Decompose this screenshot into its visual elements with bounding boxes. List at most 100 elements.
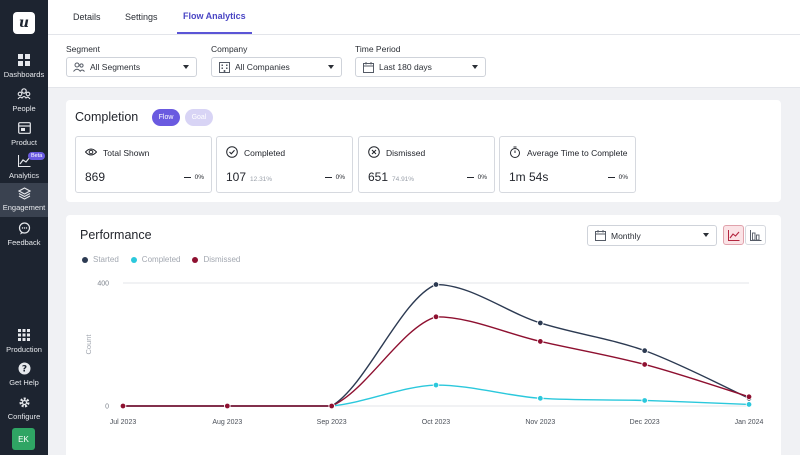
stat-value: 1m 54s: [509, 170, 548, 184]
performance-chart: 0 400 Count Jul 2023 Aug 2023 Sep 2023 Oct 202…: [84, 281, 764, 427]
x-tick-label: Nov 2023: [525, 419, 555, 426]
bar-chart-icon: [749, 229, 761, 241]
product-icon: [17, 121, 31, 135]
interval-select[interactable]: Monthly: [587, 225, 717, 246]
stat-title: Average Time to Complete: [527, 148, 628, 158]
company-select[interactable]: All Companies: [211, 57, 342, 77]
time-period-label: Time Period: [355, 44, 401, 54]
segment-label: Segment: [66, 44, 101, 54]
svg-text:?: ?: [21, 364, 26, 374]
chevron-down-icon: [703, 233, 709, 237]
stat-title: Dismissed: [386, 148, 426, 158]
sidebar-item-configure[interactable]: Configure: [0, 392, 48, 426]
data-point-completed: [745, 401, 753, 408]
tab-settings[interactable]: Settings: [125, 12, 158, 22]
segment-select[interactable]: All Segments: [66, 57, 197, 77]
chevron-down-icon: [472, 65, 478, 69]
stat-change: 0%: [324, 174, 345, 181]
data-point-started: [432, 281, 440, 288]
company-value: All Companies: [235, 62, 290, 72]
stat-number: 651: [368, 170, 389, 184]
tab-divider: [48, 34, 800, 35]
check-circle-icon: [226, 146, 238, 158]
layers-icon: [17, 186, 31, 200]
sidebar-item-product[interactable]: Product: [0, 118, 48, 152]
stat-title: Completed: [244, 148, 286, 158]
sidebar-item-get-help[interactable]: ? Get Help: [0, 358, 48, 392]
sidebar-item-people[interactable]: People: [0, 84, 48, 118]
chat-icon: [17, 221, 31, 235]
time-period-value: Last 180 days: [379, 62, 432, 72]
sidebar-item-analytics[interactable]: Beta Analytics: [0, 151, 48, 185]
completion-card: Completion Flow Goal Total Shown 869 0% …: [66, 100, 781, 202]
completion-title: Completion: [75, 110, 139, 124]
stat-number: 1m 54s: [509, 170, 549, 184]
sidebar-item-label: Dashboards: [3, 70, 45, 79]
app-logo[interactable]: u: [13, 12, 35, 34]
sidebar-item-engagement[interactable]: Engagement: [0, 183, 48, 217]
stat-average-time: Average Time to Complete 1m 54s 0%: [499, 136, 636, 193]
data-point-dismissed: [328, 402, 335, 410]
line-chart-toggle[interactable]: [723, 225, 744, 245]
legend-item-dismissed[interactable]: Dismissed: [192, 255, 240, 264]
x-tick-label: Oct 2023: [422, 419, 451, 426]
x-tick-label: Jul 2023: [110, 419, 137, 426]
analytics-icon: [17, 154, 31, 168]
tab-flow-analytics[interactable]: Flow Analytics: [177, 0, 252, 34]
chart-legend: Started Completed Dismissed: [82, 255, 252, 264]
sidebar-item-label: Production: [6, 345, 42, 354]
performance-title: Performance: [80, 228, 152, 242]
stat-value: 869: [85, 170, 105, 184]
data-point-started: [537, 319, 544, 327]
sidebar-item-production[interactable]: Production: [0, 325, 48, 359]
beta-badge: Beta: [28, 152, 46, 160]
legend-item-started[interactable]: Started: [82, 255, 119, 264]
stat-change: 0%: [466, 174, 487, 181]
sidebar-item-label: Engagement: [2, 203, 46, 212]
sidebar-item-label: Configure: [7, 412, 41, 421]
grid-icon: [17, 53, 31, 67]
goal-toggle[interactable]: Goal: [185, 109, 213, 126]
x-circle-icon: [368, 146, 380, 158]
performance-card: Performance Monthly Started Completed Di…: [66, 215, 781, 455]
data-point-dismissed: [224, 402, 231, 410]
data-point-started: [641, 347, 648, 354]
x-tick-label: Sep 2023: [317, 419, 347, 426]
data-point-completed: [537, 395, 544, 402]
header: Details Settings Flow Analytics Segment …: [48, 0, 800, 88]
sidebar-item-label: People: [12, 104, 36, 113]
sidebar-item-label: Product: [11, 138, 37, 147]
chevron-down-icon: [183, 65, 189, 69]
data-point-dismissed: [432, 313, 440, 321]
stat-change: 0%: [183, 174, 204, 181]
building-icon: [218, 61, 230, 73]
stat-change-value: 0%: [477, 174, 487, 181]
legend-dot: [82, 256, 88, 263]
legend-dot: [130, 256, 137, 263]
avatar[interactable]: EK: [12, 428, 35, 450]
calendar-icon: [594, 230, 606, 242]
sidebar-item-label: Analytics: [8, 171, 39, 180]
apps-icon: [17, 328, 31, 342]
bar-chart-toggle[interactable]: [745, 225, 766, 245]
sidebar-item-feedback[interactable]: Feedback: [0, 218, 48, 252]
legend-item-completed[interactable]: Completed: [130, 255, 181, 264]
legend-label: Completed: [141, 255, 181, 264]
legend-label: Dismissed: [203, 255, 241, 264]
people-icon: [73, 61, 85, 73]
stat-change-value: 0%: [335, 174, 345, 181]
segment-value: All Segments: [90, 62, 141, 72]
stat-change-value: 0%: [618, 174, 628, 181]
line-chart-icon: [727, 229, 739, 241]
time-period-select[interactable]: Last 180 days: [355, 57, 486, 77]
sidebar-item-dashboards[interactable]: Dashboards: [0, 50, 48, 84]
x-tick-label: Aug 2023: [212, 419, 242, 426]
flow-toggle[interactable]: Flow: [152, 109, 180, 126]
sidebar: u Dashboards People Product Beta Analyti…: [0, 0, 48, 455]
tab-details[interactable]: Details: [73, 12, 101, 22]
stat-value: 651 74.91%: [368, 170, 414, 184]
legend-dot: [192, 256, 199, 263]
stat-percent: 74.91%: [392, 176, 415, 183]
y-tick-label: 400: [97, 281, 109, 288]
calendar-icon: [362, 61, 374, 73]
